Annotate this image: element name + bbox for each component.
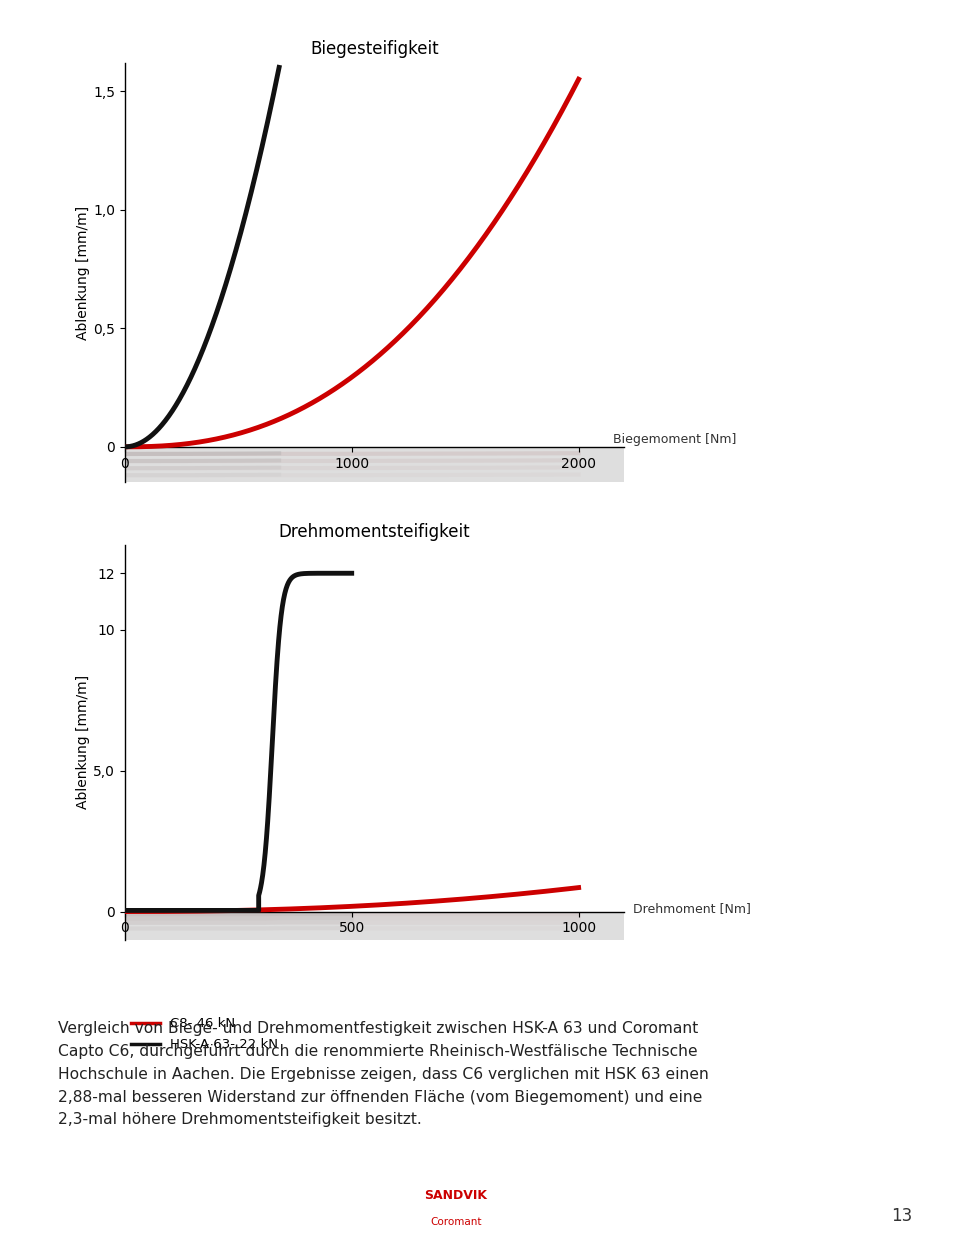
Bar xyxy=(125,447,624,482)
Legend: C6 - 45 kN Spannkraft nach ISO, HSK-A 63- 22 kN Spannkraft nach ISO: C6 - 45 kN Spannkraft nach ISO, HSK-A 63… xyxy=(132,565,419,599)
Legend: C8- 46 kN, HSK-A 63- 22 kN: C8- 46 kN, HSK-A 63- 22 kN xyxy=(132,1017,277,1051)
Text: Biegemoment [Nm]: Biegemoment [Nm] xyxy=(612,434,736,446)
Text: Coromant: Coromant xyxy=(430,1217,482,1227)
Bar xyxy=(125,912,624,940)
Y-axis label: Ablenkung [mm/m]: Ablenkung [mm/m] xyxy=(76,205,90,340)
Y-axis label: Ablenkung [mm/m]: Ablenkung [mm/m] xyxy=(77,675,90,809)
Title: Biegesteifigkeit: Biegesteifigkeit xyxy=(310,40,439,59)
Title: Drehmomentsteifigkeit: Drehmomentsteifigkeit xyxy=(278,523,470,541)
Text: SANDVIK: SANDVIK xyxy=(424,1189,488,1203)
Text: Drehmoment [Nm]: Drehmoment [Nm] xyxy=(633,902,751,915)
Text: 13: 13 xyxy=(891,1208,912,1225)
Text: Vergleich von Biege- und Drehmomentfestigkeit zwischen HSK-A 63 und Coromant
Cap: Vergleich von Biege- und Drehmomentfesti… xyxy=(58,1021,708,1128)
